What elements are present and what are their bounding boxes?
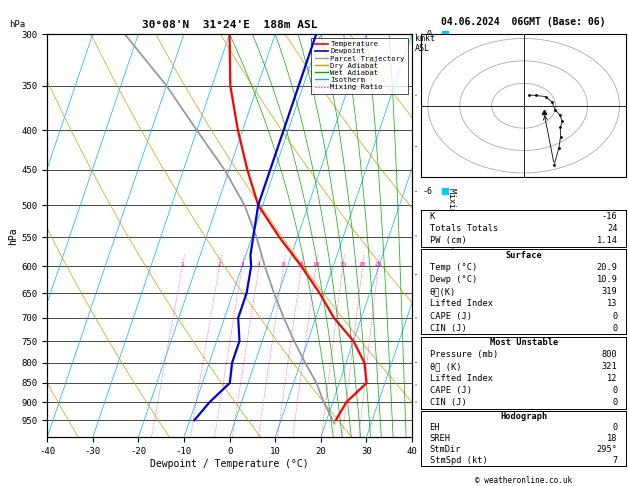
Text: -1: -1 [423, 398, 433, 407]
Text: CIN (J): CIN (J) [430, 324, 466, 333]
Text: 10: 10 [312, 262, 320, 267]
Text: 7: 7 [613, 456, 618, 465]
Text: 4: 4 [257, 262, 261, 267]
Text: 10.9: 10.9 [597, 275, 618, 284]
Text: 319: 319 [602, 287, 618, 296]
Y-axis label: Mixing Ratio (g/kg): Mixing Ratio (g/kg) [447, 188, 457, 283]
Text: 321: 321 [602, 362, 618, 371]
Text: hPa: hPa [9, 20, 26, 29]
Text: -4: -4 [423, 270, 433, 279]
Text: kt: kt [425, 34, 435, 43]
Text: Lifted Index: Lifted Index [430, 374, 493, 383]
Text: 1.14: 1.14 [597, 236, 618, 245]
Text: 0: 0 [613, 398, 618, 407]
Text: Pressure (mb): Pressure (mb) [430, 350, 498, 359]
Text: -16: -16 [602, 212, 618, 221]
Text: © weatheronline.co.uk: © weatheronline.co.uk [475, 475, 572, 485]
Text: -LCL: -LCL [423, 381, 443, 389]
Text: 6: 6 [282, 262, 286, 267]
Text: Most Unstable: Most Unstable [489, 338, 558, 347]
Text: θᴄ (K): θᴄ (K) [430, 362, 461, 371]
Text: 13: 13 [607, 299, 618, 309]
Text: Hodograph: Hodograph [500, 412, 547, 421]
Text: 24: 24 [607, 224, 618, 233]
Text: -LCL: -LCL [423, 381, 443, 389]
Text: 0: 0 [613, 312, 618, 321]
Title: 30°08'N  31°24'E  188m ASL: 30°08'N 31°24'E 188m ASL [142, 20, 318, 31]
Text: Lifted Index: Lifted Index [430, 299, 493, 309]
Text: K: K [430, 212, 435, 221]
Text: 0: 0 [613, 423, 618, 432]
Text: 2: 2 [218, 262, 221, 267]
Text: SREH: SREH [430, 434, 450, 443]
Text: Temp (°C): Temp (°C) [430, 263, 477, 272]
Text: -6: -6 [423, 187, 433, 196]
Text: -3: -3 [423, 313, 433, 322]
Text: 25: 25 [374, 262, 382, 267]
Text: -5: -5 [423, 231, 433, 241]
Text: CAPE (J): CAPE (J) [430, 312, 472, 321]
Text: 04.06.2024  06GMT (Base: 06): 04.06.2024 06GMT (Base: 06) [442, 17, 606, 27]
Text: 15: 15 [339, 262, 347, 267]
Text: 20: 20 [359, 262, 366, 267]
Text: StmDir: StmDir [430, 445, 461, 454]
Text: CIN (J): CIN (J) [430, 398, 466, 407]
Legend: Temperature, Dewpoint, Parcel Trajectory, Dry Adiabat, Wet Adiabat, Isotherm, Mi: Temperature, Dewpoint, Parcel Trajectory… [311, 37, 408, 94]
Text: Totals Totals: Totals Totals [430, 224, 498, 233]
Text: -7: -7 [423, 142, 433, 151]
Text: 20.9: 20.9 [597, 263, 618, 272]
Text: 8: 8 [299, 262, 303, 267]
Text: km
ASL: km ASL [415, 34, 430, 52]
Text: -8: -8 [423, 90, 433, 100]
Text: CAPE (J): CAPE (J) [430, 386, 472, 395]
Text: EH: EH [430, 423, 440, 432]
Text: -2: -2 [423, 358, 433, 367]
Text: 0: 0 [613, 386, 618, 395]
Text: 295°: 295° [597, 445, 618, 454]
Text: Surface: Surface [505, 251, 542, 260]
Text: 1: 1 [181, 262, 184, 267]
Text: θᴄ(K): θᴄ(K) [430, 287, 456, 296]
Text: 12: 12 [607, 374, 618, 383]
Text: 18: 18 [607, 434, 618, 443]
X-axis label: Dewpoint / Temperature (°C): Dewpoint / Temperature (°C) [150, 459, 309, 469]
Text: 800: 800 [602, 350, 618, 359]
Text: Dewp (°C): Dewp (°C) [430, 275, 477, 284]
Text: -0.: -0. [423, 30, 438, 38]
Text: 3: 3 [240, 262, 244, 267]
Y-axis label: hPa: hPa [9, 227, 18, 244]
Text: PW (cm): PW (cm) [430, 236, 466, 245]
Text: StmSpd (kt): StmSpd (kt) [430, 456, 487, 465]
Text: 0: 0 [613, 324, 618, 333]
